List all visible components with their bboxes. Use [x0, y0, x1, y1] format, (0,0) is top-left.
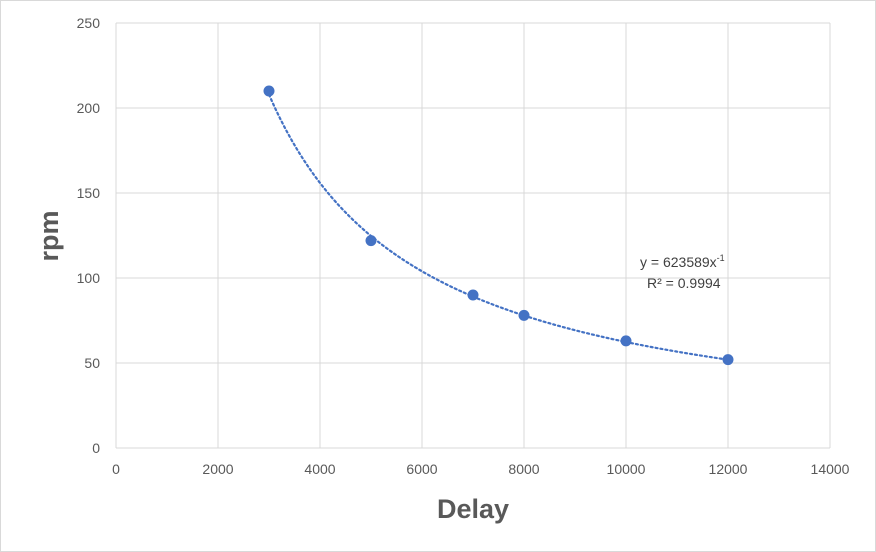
y-tick-label: 50	[84, 355, 100, 371]
trendline-equation-prefix: y = 623589x	[640, 254, 717, 270]
y-tick-label: 200	[77, 100, 101, 116]
trendline-equation: y = 623589x-1	[640, 253, 725, 270]
data-point	[365, 235, 377, 247]
data-points	[263, 85, 734, 366]
x-tick-label: 2000	[202, 461, 233, 477]
x-tick-label: 12000	[709, 461, 748, 477]
y-tick-label: 250	[77, 15, 101, 31]
trendline-equation-exponent: -1	[717, 253, 725, 263]
data-point	[722, 354, 734, 366]
trendline-r-squared: R² = 0.9994	[647, 275, 721, 291]
x-tick-label: 14000	[811, 461, 850, 477]
y-tick-label: 0	[92, 440, 100, 456]
x-axis-title: Delay	[437, 494, 509, 524]
power-trendline	[267, 93, 730, 361]
x-tick-label: 10000	[607, 461, 646, 477]
data-point	[620, 335, 632, 347]
gridlines	[115, 22, 831, 449]
y-tick-label: 150	[77, 185, 101, 201]
x-tick-label: 6000	[406, 461, 437, 477]
data-point	[518, 309, 530, 321]
y-tick-label: 100	[77, 270, 101, 286]
y-axis-tick-labels: 0 50 100 150 200 250	[77, 15, 101, 456]
data-point	[263, 85, 275, 97]
y-axis-title: rpm	[34, 210, 64, 261]
data-point	[467, 289, 479, 301]
x-tick-label: 4000	[304, 461, 335, 477]
x-axis-tick-labels: 0 2000 4000 6000 8000 10000 12000 14000	[112, 461, 850, 477]
x-tick-label: 0	[112, 461, 120, 477]
x-tick-label: 8000	[508, 461, 539, 477]
